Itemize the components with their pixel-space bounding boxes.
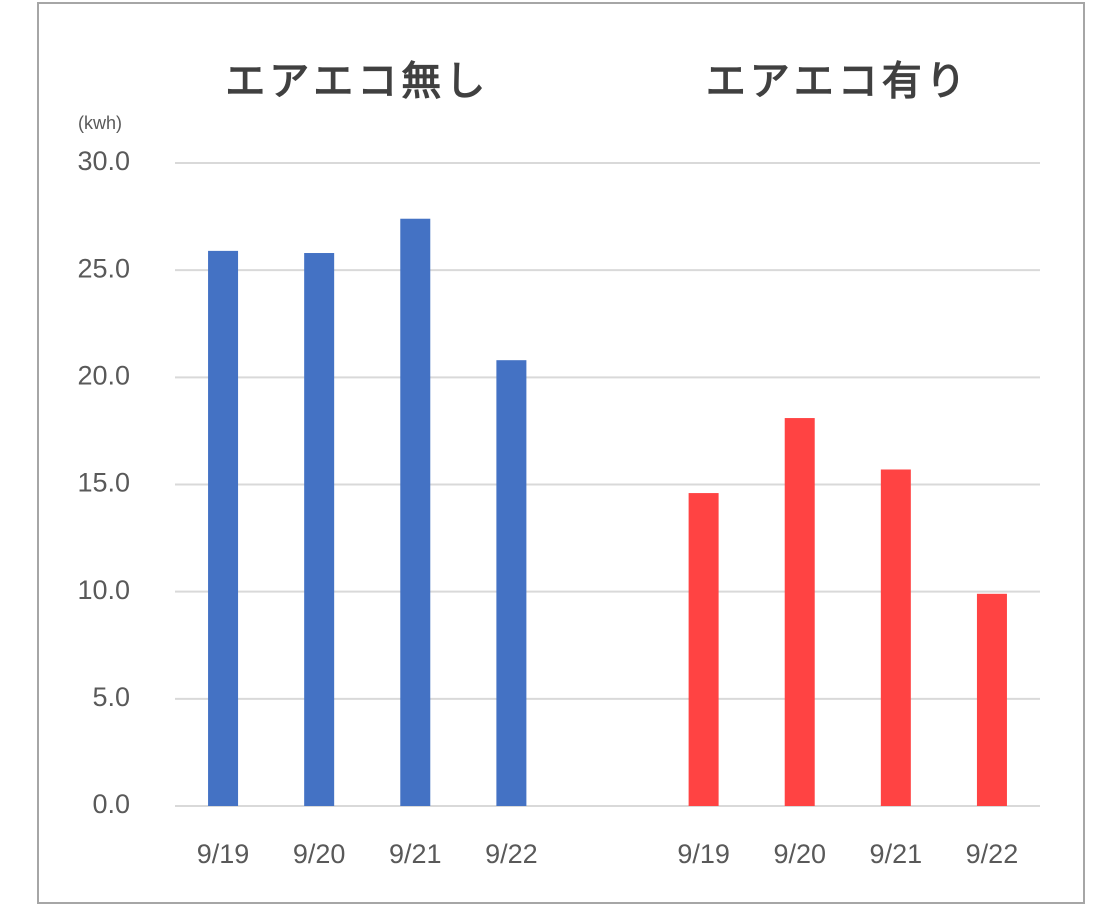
x-tick-label: 9/22	[485, 839, 538, 869]
bar	[208, 250, 239, 807]
group-title: エアエコ有り	[706, 60, 970, 104]
x-tick-label: 9/21	[389, 839, 442, 869]
bar	[400, 218, 431, 806]
x-tick-label: 9/20	[293, 839, 346, 869]
y-tick-label: 5.0	[92, 682, 130, 712]
y-tick-label: 25.0	[77, 253, 130, 283]
x-tick-label: 9/19	[677, 839, 730, 869]
bar	[688, 493, 719, 806]
y-axis-unit: (kwh)	[78, 113, 122, 133]
y-tick-label: 30.0	[77, 146, 130, 176]
y-tick-label: 15.0	[77, 468, 130, 498]
y-tick-label: 20.0	[77, 360, 130, 390]
group-title: エアエコ無し	[225, 60, 489, 104]
x-tick-label: 9/21	[870, 839, 923, 869]
x-tick-label: 9/22	[966, 839, 1019, 869]
x-tick-label: 9/20	[773, 839, 826, 869]
chart-frame	[37, 2, 1085, 904]
y-tick-label: 0.0	[92, 789, 130, 819]
bar	[880, 469, 911, 806]
bar	[784, 418, 815, 806]
x-tick-label: 9/19	[197, 839, 250, 869]
bar	[976, 593, 1007, 806]
bar	[496, 360, 527, 806]
bar	[304, 253, 335, 806]
y-tick-label: 10.0	[77, 575, 130, 605]
